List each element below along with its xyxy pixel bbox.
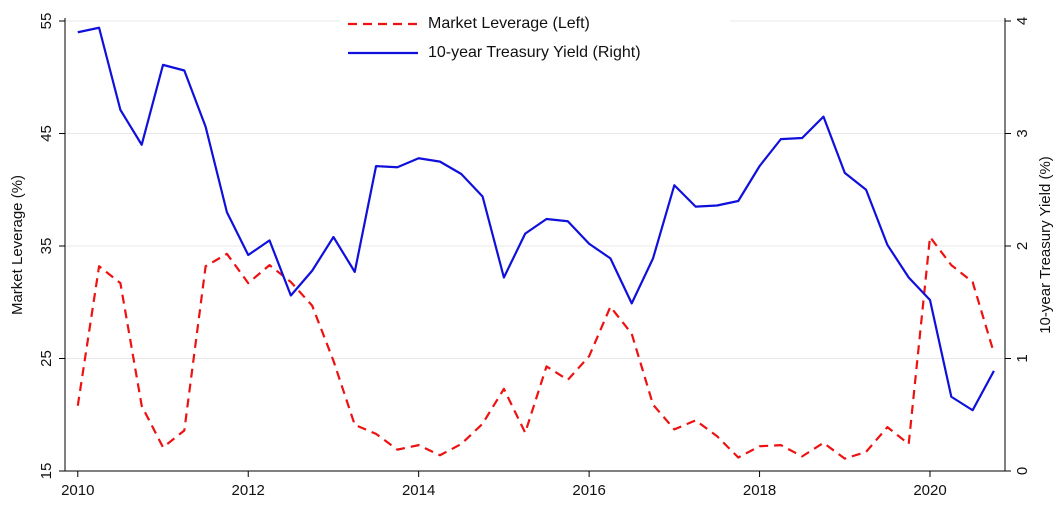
x-tick-label: 2020 (913, 482, 946, 499)
x-tick-label: 2018 (743, 482, 776, 499)
y-tick-label: 15 (38, 463, 55, 480)
y2-tick-label: 1 (1014, 354, 1031, 362)
y-tick-label: 35 (38, 238, 55, 255)
x-tick-label: 2014 (402, 482, 435, 499)
y-axis-title: Market Leverage (%) (9, 175, 26, 315)
x-tick-label: 2016 (572, 482, 605, 499)
y-tick-label: 45 (38, 125, 55, 142)
y2-tick-label: 3 (1014, 129, 1031, 137)
y-tick-label: 25 (38, 350, 55, 367)
legend-label: 10-year Treasury Yield (Right) (428, 44, 641, 61)
y-tick-label: 55 (38, 13, 55, 30)
y2-tick-label: 4 (1014, 17, 1031, 25)
y2-tick-label: 2 (1014, 242, 1031, 250)
y2-tick-label: 0 (1014, 467, 1031, 475)
data-line (77, 26, 995, 412)
x-tick-label: 2012 (232, 482, 265, 499)
legend-label: Market Leverage (Left) (428, 15, 590, 32)
legend-box (340, 8, 730, 70)
y2-axis-title: 10-year Treasury Yield (%) (1037, 156, 1054, 334)
x-tick-label: 2010 (61, 482, 94, 499)
data-line (76, 235, 995, 460)
